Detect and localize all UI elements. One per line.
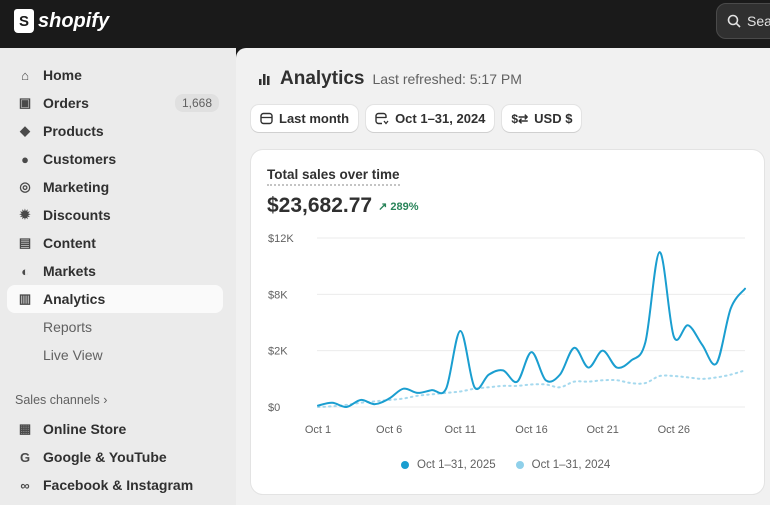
sidebar-item-label: Live View bbox=[43, 347, 103, 363]
sidebar-item-label: Facebook & Instagram bbox=[43, 477, 194, 493]
total-sales-value: $23,682.77 bbox=[267, 194, 373, 217]
change-value: 289% bbox=[390, 200, 419, 213]
sidebar-item-label: Home bbox=[43, 67, 82, 83]
legend-dot bbox=[515, 461, 524, 469]
sales-channels-heading[interactable]: Sales channels › bbox=[15, 392, 107, 408]
search-icon bbox=[727, 14, 741, 28]
sidebar-item-products[interactable]: ◆ Products bbox=[7, 117, 223, 145]
sales-channels-label: Sales channels bbox=[15, 393, 100, 407]
tag-icon: ◆ bbox=[20, 123, 30, 138]
sidebar-item-label: Discounts bbox=[43, 207, 111, 223]
compare-date-label: Oct 1–31, 2024 bbox=[395, 111, 486, 126]
google-icon: G bbox=[19, 449, 31, 465]
x-tick-label: Oct 6 bbox=[376, 424, 402, 436]
sidebar-item-marketing[interactable]: ◎ Marketing bbox=[7, 173, 223, 201]
sidebar-item-discounts[interactable]: ✹ Discounts bbox=[7, 201, 223, 229]
sidebar-item-label: Analytics bbox=[43, 291, 106, 307]
content-icon: ▤ bbox=[18, 235, 32, 250]
search-placeholder: Sea bbox=[747, 13, 770, 29]
inbox-icon: ▣ bbox=[18, 95, 32, 110]
x-tick-label: Oct 26 bbox=[658, 424, 690, 436]
page-header: Analytics Last refreshed: 5:17 PM bbox=[258, 68, 522, 90]
sidebar-item-label: Customers bbox=[43, 151, 117, 167]
series-line-2024 bbox=[317, 369, 746, 408]
home-icon: ⌂ bbox=[21, 67, 29, 83]
compare-date-button[interactable]: Oct 1–31, 2024 bbox=[366, 105, 495, 132]
person-icon: ● bbox=[21, 151, 29, 167]
currency-button[interactable]: $⇄ USD $ bbox=[502, 105, 582, 132]
sidebar-item-label: Google & YouTube bbox=[43, 449, 167, 465]
y-tick-label: $0 bbox=[268, 402, 280, 414]
calendar-compare-icon bbox=[375, 112, 389, 125]
sidebar-item-label: Content bbox=[43, 235, 96, 251]
y-tick-label: $8K bbox=[268, 289, 288, 301]
globe-icon: ◐ bbox=[21, 263, 29, 279]
sidebar-item-home[interactable]: ⌂ Home bbox=[7, 61, 223, 89]
sidebar-item-label: Online Store bbox=[43, 421, 127, 437]
x-tick-label: Oct 21 bbox=[586, 424, 618, 436]
shopify-logo[interactable]: S shopify bbox=[14, 9, 109, 33]
currency-label: USD $ bbox=[534, 111, 573, 126]
calendar-icon bbox=[260, 112, 273, 125]
legend-label: Oct 1–31, 2024 bbox=[531, 459, 611, 471]
x-tick-label: Oct 1 bbox=[305, 424, 331, 436]
sales-line-chart: $0 $2K $8K $12K Oct 1 Oct 6 Oct 11 Oct 16 Oct 21… bbox=[268, 233, 746, 436]
x-tick-label: Oct 16 bbox=[515, 424, 547, 436]
search-input[interactable]: Sea bbox=[716, 3, 770, 39]
sidebar-item-label: Marketing bbox=[43, 179, 110, 195]
bar-chart-icon: ▥ bbox=[18, 291, 32, 306]
y-tick-label: $2K bbox=[268, 346, 288, 358]
y-tick-label: $12K bbox=[268, 233, 294, 245]
total-row: $23,682.77 ↗ 289% bbox=[267, 194, 419, 218]
meta-icon: ∞ bbox=[20, 477, 30, 493]
sidebar-item-online-store[interactable]: ▦ Online Store bbox=[7, 415, 223, 443]
last-refreshed: Last refreshed: 5:17 PM bbox=[372, 71, 522, 87]
sidebar-item-markets[interactable]: ◐ Markets bbox=[7, 257, 223, 285]
sidebar-item-label: Reports bbox=[43, 319, 93, 335]
legend-item-2024[interactable]: Oct 1–31, 2024 bbox=[515, 459, 611, 471]
series-line-2025 bbox=[317, 251, 746, 409]
sidebar-item-content[interactable]: ▤ Content bbox=[7, 229, 223, 257]
bar-chart-icon bbox=[259, 74, 270, 85]
sidebar-item-google-youtube[interactable]: G Google & YouTube bbox=[7, 443, 223, 471]
date-period-label: Last month bbox=[279, 111, 350, 126]
store-icon: ▦ bbox=[18, 421, 32, 436]
target-icon: ◎ bbox=[19, 179, 31, 194]
page-title: Analytics bbox=[280, 68, 365, 89]
arrow-up-right-icon: ↗ bbox=[378, 200, 388, 213]
card-title[interactable]: Total sales over time bbox=[267, 167, 400, 186]
chevron-right-icon: › bbox=[103, 393, 108, 407]
filter-bar: Last month Oct 1–31, 2024 $⇄ USD $ bbox=[251, 105, 582, 132]
chart-legend: Oct 1–31, 2025 Oct 1–31, 2024 bbox=[401, 459, 610, 471]
main-content: Analytics Last refreshed: 5:17 PM Last m… bbox=[236, 48, 770, 505]
legend-label: Oct 1–31, 2025 bbox=[417, 459, 496, 471]
legend-item-2025[interactable]: Oct 1–31, 2025 bbox=[401, 459, 496, 471]
top-bar: S shopify Sea bbox=[0, 0, 770, 48]
date-period-button[interactable]: Last month bbox=[251, 105, 359, 132]
sidebar-item-facebook-instagram[interactable]: ∞ Facebook & Instagram bbox=[7, 471, 223, 499]
sidebar-item-customers[interactable]: ● Customers bbox=[7, 145, 223, 173]
sidebar-item-reports[interactable]: Reports bbox=[7, 313, 223, 341]
sidebar-item-live-view[interactable]: Live View bbox=[7, 341, 223, 369]
total-sales-card: Total sales over time $23,682.77 ↗ 289% … bbox=[251, 150, 764, 494]
sidebar-item-label: Products bbox=[43, 123, 104, 139]
sidebar: Sales channels › ⌂ Home ▣ Orders 1,668 ◆ Produ… bbox=[0, 48, 236, 505]
sidebar-item-analytics[interactable]: ▥ Analytics bbox=[7, 285, 223, 313]
sidebar-item-label: Orders bbox=[43, 95, 89, 111]
orders-count-badge: 1,668 bbox=[174, 94, 219, 112]
currency-exchange-icon: $⇄ bbox=[511, 111, 529, 126]
brand-name: shopify bbox=[38, 9, 110, 32]
sidebar-item-orders[interactable]: ▣ Orders 1,668 bbox=[7, 89, 223, 117]
sidebar-item-label: Markets bbox=[43, 263, 96, 279]
discount-icon: ✹ bbox=[19, 207, 31, 222]
shopify-bag-icon: S bbox=[14, 9, 34, 33]
x-tick-label: Oct 11 bbox=[445, 424, 477, 436]
legend-dot bbox=[401, 461, 409, 469]
change-badge: ↗ 289% bbox=[378, 200, 418, 213]
